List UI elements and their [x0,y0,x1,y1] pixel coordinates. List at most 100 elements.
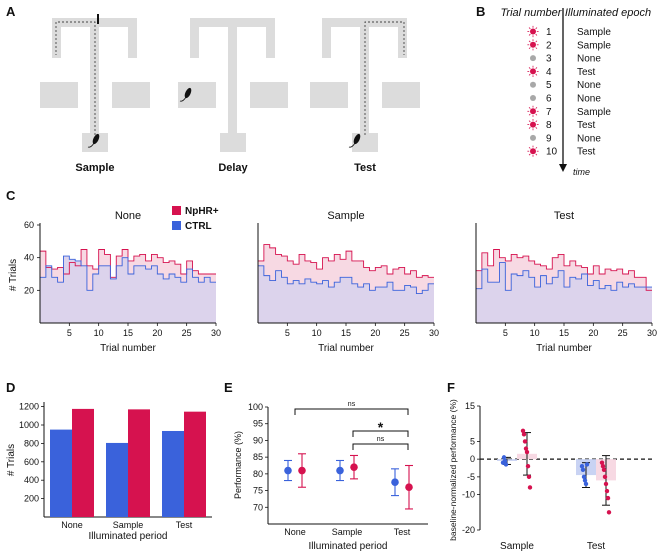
data-point [525,464,531,469]
trial-number: 5 [546,80,552,91]
sample-path-dashed [55,21,96,135]
y-tick-label: -20 [462,525,475,535]
data-point [606,510,612,515]
time-arrow-head [559,164,567,172]
bulb-icon [530,28,536,35]
x-tick-label: Sample [500,541,534,552]
data-point [584,462,590,467]
maze-right-arm [266,18,275,58]
significance-bracket-3: * [352,419,409,437]
data-point [579,464,585,469]
y-tick-label: 85 [253,452,263,462]
panel-a-label: A [6,4,16,19]
trial-number: 9 [546,133,552,144]
legend-label-ctrl: CTRL [185,221,212,232]
bracket-line [294,408,409,415]
y-tick-label: 1000 [19,420,39,430]
trial-number-header: Trial number [501,7,563,19]
y-tick-label: 1200 [19,402,39,412]
trial-row-1: 1 Sample [527,25,611,38]
x-tick-label: 30 [429,328,439,338]
data-point [526,474,532,480]
y-tick-label: -10 [462,490,475,500]
bulb-ray [535,146,538,149]
trial-epoch: Test [577,120,596,131]
data-point [581,474,587,480]
x-tick-label: Test [587,541,606,552]
mean-marker [405,483,413,492]
subplot-title: Test [554,210,574,222]
bulb-ray [528,33,531,36]
panel-f-normalized-chart: -20 -10 -5 0 5 15 Sample Test baseline-normalize… [448,399,652,552]
x-axis-label: Trial number [536,343,592,354]
panel-c-histograms: 5 10 15 20 25 30 Trial number None 5 10 15 20 25 30 Tr… [8,206,657,354]
data-point [521,432,527,437]
trial-number: 1 [546,27,552,38]
maze-left-arm [322,18,331,58]
maze-side-box-right [382,82,420,108]
bracket-line [352,430,409,437]
x-tick-label: None [61,520,83,530]
maze-caption-delay: Delay [218,162,248,174]
significance-bracket-2: ns [352,436,409,450]
data-point [603,481,609,487]
panel-a-mazes: Sample Delay Test [40,14,420,174]
mean-marker [391,478,399,487]
sample-mouse-body [92,133,100,145]
mean-marker [298,466,306,475]
mean-marker [336,466,344,475]
x-tick-label: 10 [312,328,322,338]
bulb-ray [528,146,531,149]
data-point [580,467,586,472]
bulb-ray [535,127,538,129]
trial-number: 4 [546,67,552,78]
bulb-ray [528,27,531,30]
nphr-step-line [475,249,652,323]
trial-row-10: 10 Test [527,145,596,158]
bar-ctrl-none [50,429,72,517]
trial-number: 8 [546,120,552,131]
trial-epoch: Test [577,147,596,158]
bulb-icon [530,68,536,75]
legend-swatch-nphr [172,206,181,215]
point-ctrl-none [284,459,292,482]
trial-number: 6 [546,94,552,105]
ctrl-step-line [257,265,434,323]
data-point [502,458,508,464]
ctrl-fill-area [40,256,216,323]
bulb-ray [528,107,531,109]
trial-epoch: Test [577,67,596,78]
bulb-icon [530,108,536,115]
delay-mouse-body [184,87,192,99]
trial-epoch: None [577,94,601,105]
trial-row-5: 5 None [530,80,601,91]
bracket-label: ns [377,436,385,443]
x-tick-label: 10 [530,328,540,338]
trial-row-9: 9 None [530,133,601,144]
x-tick-label: Test [176,520,193,530]
time-label: time [573,167,590,177]
trial-row-2: 2 Sample [527,39,611,51]
x-axis-label: Trial number [100,343,156,354]
trial-epoch: None [577,80,601,91]
x-tick-label: 5 [503,328,508,338]
y-tick-label: 100 [248,402,263,412]
x-tick-label: 30 [647,328,657,338]
y-tick-label: 40 [24,253,34,263]
ctrl-fill-area [258,265,434,323]
x-tick-label: 15 [341,328,351,338]
test-mouse-body [353,133,361,145]
legend-label-nphr: NpHR+ [185,206,219,217]
delay-mouse-tail [179,96,187,102]
subplot-title: Sample [327,210,364,222]
maze-stem [228,18,237,136]
y-tick-label: 0 [470,454,475,464]
legend-swatch-ctrl [172,221,181,230]
maze-caption-test: Test [354,162,376,174]
sample-mouse [87,133,100,148]
x-tick-label: 25 [182,328,192,338]
bar-ctrl-sample [106,442,128,517]
point-nphr-test [405,464,413,510]
delay-mouse [179,87,192,102]
x-tick-label: Sample [113,520,144,530]
